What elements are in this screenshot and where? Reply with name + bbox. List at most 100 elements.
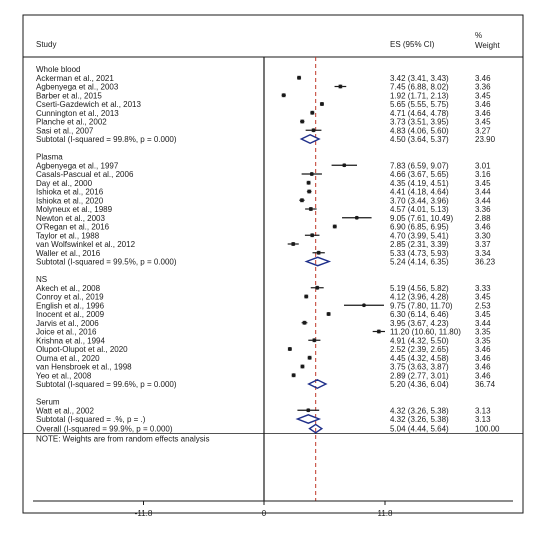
overall-weight: 100.00 xyxy=(475,425,500,434)
point-estimate xyxy=(300,119,305,124)
study-label: Molyneux et al., 1989 xyxy=(36,205,113,214)
point-estimate xyxy=(306,408,311,413)
plot-border xyxy=(22,14,524,514)
x-tick-label: 11.8 xyxy=(378,509,394,518)
study-es: 4.12 (3.96, 4.28) xyxy=(390,293,449,302)
point-estimate xyxy=(362,303,366,308)
subtotal-label: Subtotal (I-squared = 99.8%, p = 0.000) xyxy=(36,135,177,144)
group-label: Whole blood xyxy=(36,65,80,74)
footnote: NOTE: Weights are from random effects an… xyxy=(36,435,210,444)
study-es: 2.89 (2.77, 3.01) xyxy=(390,371,449,380)
study-es: 4.91 (4.32, 5.50) xyxy=(390,336,449,345)
subtotal-label: Subtotal (I-squared = 99.5%, p = 0.000) xyxy=(36,258,177,267)
study-weight: 3.45 xyxy=(475,293,491,302)
subtotal-label: Subtotal (I-squared = 99.6%, p = 0.000) xyxy=(36,380,177,389)
study-label: Day et al., 2000 xyxy=(36,179,93,188)
x-tick-label: -11.8 xyxy=(135,509,153,518)
subtotal-weight: 36.23 xyxy=(475,258,496,267)
point-estimate xyxy=(309,172,314,176)
subtotal-diamond xyxy=(304,256,332,267)
overall-label: Overall (I-squared = 99.9%, p = 0.000) xyxy=(36,425,173,434)
study-label: van Wolfswinkel et al., 2012 xyxy=(36,240,136,249)
study-label: Krishna et al., 1994 xyxy=(36,336,105,345)
study-weight: 3.46 xyxy=(475,345,491,354)
point-estimate xyxy=(332,224,337,229)
subtotal-diamond xyxy=(299,134,321,144)
subtotal-label: Subtotal (I-squared = .%, p = .) xyxy=(36,415,146,424)
point-estimate xyxy=(304,294,309,299)
frame-layer xyxy=(22,14,524,514)
subtotal-diamond xyxy=(295,414,322,424)
header-weight-pct: % xyxy=(475,31,482,40)
study-es: 5.33 (4.73, 5.93) xyxy=(390,249,449,258)
text-layer: Study ES (95% CI)%Weight Whole bloodAckerm… xyxy=(36,31,501,518)
study-label: Taylor et al., 1988 xyxy=(36,231,100,240)
marks-layer xyxy=(281,75,385,434)
subtotal-es: 5.20 (4.36, 6.04) xyxy=(390,380,449,389)
point-estimate xyxy=(297,75,301,80)
study-label: Planche et al., 2002 xyxy=(36,118,107,127)
study-weight: 3.45 xyxy=(475,310,491,319)
study-label: O'Regan et al., 2016 xyxy=(36,223,110,232)
subtotal-weight: 3.13 xyxy=(475,415,491,424)
study-label: Jarvis et al., 2006 xyxy=(36,319,99,328)
study-label: Inocent et al., 2009 xyxy=(36,310,105,319)
study-es: 4.35 (4.19, 4.51) xyxy=(390,179,449,188)
point-estimate xyxy=(354,215,359,220)
study-weight: 3.44 xyxy=(475,319,491,328)
header-weight: Weight xyxy=(475,41,501,50)
subtotal-diamond xyxy=(307,379,328,389)
study-weight: 3.34 xyxy=(475,249,491,258)
group-label: Plasma xyxy=(36,153,63,162)
study-label: Ackerman et al., 2021 xyxy=(36,74,114,83)
study-weight: 2.88 xyxy=(475,214,491,223)
study-label: Akech et al., 2008 xyxy=(36,284,101,293)
study-es: 2.85 (2.31, 3.39) xyxy=(390,240,449,249)
point-estimate xyxy=(302,320,307,325)
study-es: 3.75 (3.63, 3.87) xyxy=(390,363,449,372)
x-tick-label: 0 xyxy=(262,509,267,518)
study-weight: 3.27 xyxy=(475,126,491,135)
subtotal-weight: 36.74 xyxy=(475,380,496,389)
study-es: 2.52 (2.39, 2.65) xyxy=(390,345,449,354)
subtotal-es: 5.24 (4.14, 6.35) xyxy=(390,258,449,267)
point-estimate xyxy=(342,163,347,168)
study-weight: 3.30 xyxy=(475,231,491,240)
study-es: 3.73 (3.51, 3.95) xyxy=(390,118,449,127)
study-es: 6.90 (6.85, 6.95) xyxy=(390,223,449,232)
study-label: Casals-Pascual et al., 2006 xyxy=(36,170,134,179)
header-study: Study xyxy=(36,40,56,49)
study-weight: 3.46 xyxy=(475,223,491,232)
study-label: Yeo et al., 2008 xyxy=(36,371,92,380)
subtotal-weight: 23.90 xyxy=(475,135,496,144)
study-es: 4.57 (4.01, 5.13) xyxy=(390,205,449,214)
study-es: 3.42 (3.41, 3.43) xyxy=(390,74,449,83)
study-label: Barber et al., 2015 xyxy=(36,91,102,100)
group-label: NS xyxy=(36,275,47,284)
study-label: Newton et al., 2003 xyxy=(36,214,105,223)
point-estimate xyxy=(308,207,313,211)
study-weight: 3.46 xyxy=(475,74,491,83)
study-weight: 3.44 xyxy=(475,188,491,197)
study-weight: 3.46 xyxy=(475,363,491,372)
study-label: Watt et al., 2002 xyxy=(36,406,95,415)
point-estimate xyxy=(287,347,292,351)
study-label: Joice et al., 2016 xyxy=(36,328,97,337)
study-es: 4.41 (4.18, 4.64) xyxy=(390,188,449,197)
study-label: Agbenyega et al., 1997 xyxy=(36,161,119,170)
study-weight: 3.37 xyxy=(475,240,491,249)
study-weight: 3.46 xyxy=(475,109,491,118)
overall-es: 5.04 (4.44, 5.64) xyxy=(390,425,449,434)
study-weight: 3.45 xyxy=(475,118,491,127)
point-estimate xyxy=(300,198,304,203)
study-weight: 3.45 xyxy=(475,91,491,100)
study-es: 4.45 (4.32, 4.58) xyxy=(390,354,449,363)
study-weight: 3.44 xyxy=(475,196,491,205)
study-es: 9.75 (7.80, 11.70) xyxy=(390,301,453,310)
study-weight: 3.33 xyxy=(475,284,491,293)
study-weight: 3.45 xyxy=(475,179,491,188)
study-es: 5.19 (4.56, 5.82) xyxy=(390,284,449,293)
study-weight: 3.35 xyxy=(475,328,491,337)
overall-diamond xyxy=(308,423,324,434)
point-estimate xyxy=(300,364,305,369)
